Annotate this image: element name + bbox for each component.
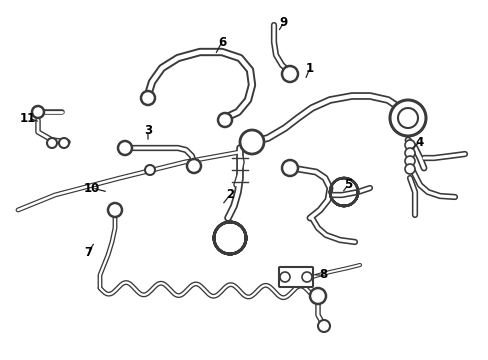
Circle shape [317, 320, 329, 332]
Circle shape [186, 159, 201, 173]
Circle shape [108, 203, 122, 217]
Text: 2: 2 [225, 189, 234, 202]
Circle shape [32, 106, 44, 118]
Text: 10: 10 [84, 181, 100, 194]
Text: 5: 5 [343, 179, 351, 192]
Circle shape [404, 164, 414, 174]
Text: 4: 4 [415, 135, 423, 148]
Text: 1: 1 [305, 62, 313, 75]
Text: 9: 9 [279, 15, 287, 28]
Circle shape [118, 141, 132, 155]
Circle shape [59, 138, 69, 148]
Circle shape [302, 272, 311, 282]
Circle shape [282, 66, 297, 82]
Circle shape [47, 138, 57, 148]
Text: 7: 7 [84, 246, 92, 258]
Text: 3: 3 [143, 123, 152, 136]
Text: 11: 11 [20, 112, 36, 125]
Circle shape [141, 91, 155, 105]
Circle shape [282, 160, 297, 176]
Text: 8: 8 [318, 269, 326, 282]
Circle shape [145, 165, 155, 175]
Circle shape [404, 140, 414, 150]
Circle shape [404, 148, 414, 158]
Circle shape [280, 272, 289, 282]
Circle shape [218, 113, 231, 127]
Text: 6: 6 [218, 36, 225, 49]
FancyBboxPatch shape [279, 267, 312, 287]
Circle shape [397, 108, 417, 128]
Circle shape [240, 130, 264, 154]
Circle shape [309, 288, 325, 304]
Circle shape [389, 100, 425, 136]
Circle shape [404, 156, 414, 166]
